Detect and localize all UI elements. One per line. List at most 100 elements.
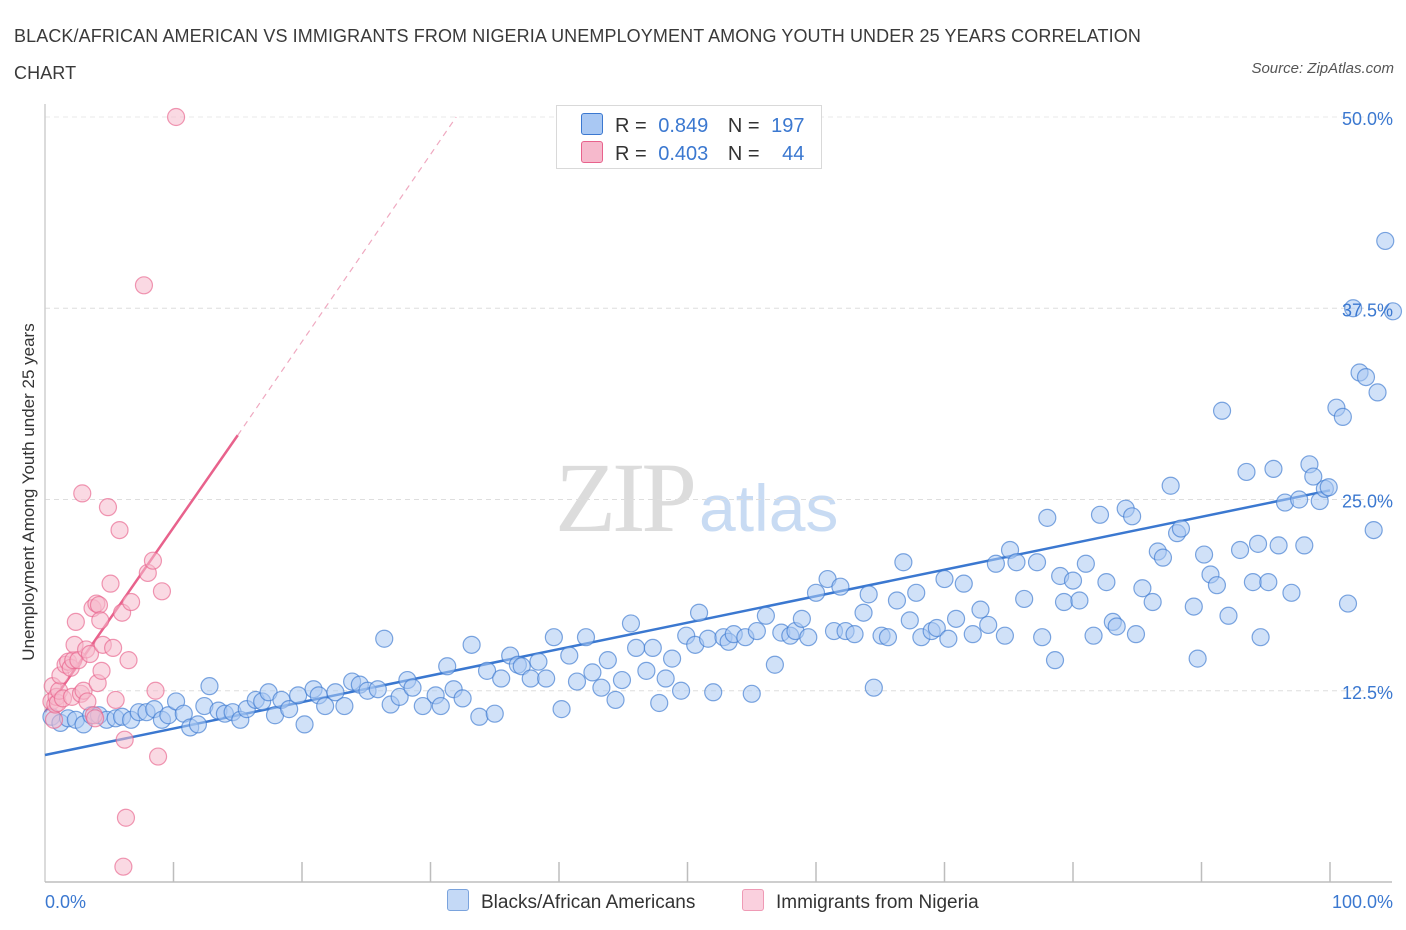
- point-blacks: [845, 625, 864, 644]
- point-blacks: [200, 677, 219, 696]
- point-blacks: [704, 683, 723, 702]
- point-blacks: [462, 635, 481, 654]
- point-blacks: [1282, 583, 1301, 602]
- axes: [44, 104, 1392, 883]
- point-blacks: [1054, 592, 1074, 612]
- point-blacks: [1243, 573, 1263, 592]
- point-nigeria: [66, 612, 85, 632]
- trend-extension-nigeria: [237, 116, 457, 436]
- point-blacks: [979, 615, 998, 635]
- point-blacks: [854, 603, 873, 622]
- point-blacks: [765, 655, 784, 674]
- point-blacks: [799, 628, 818, 647]
- point-nigeria: [114, 857, 133, 876]
- point-nigeria: [101, 574, 120, 593]
- point-blacks: [1161, 476, 1180, 495]
- legend-label-blacks: Blacks/African Americans: [481, 892, 696, 913]
- point-blacks: [1356, 368, 1376, 387]
- point-blacks: [1033, 628, 1052, 647]
- point-blacks: [403, 678, 422, 697]
- nigeria-swatch: [581, 141, 603, 163]
- trend-lines: [43, 116, 1331, 757]
- x-tick-label: 100.0%: [1332, 892, 1393, 912]
- point-blacks: [935, 569, 954, 589]
- point-blacks: [1368, 383, 1387, 402]
- point-blacks: [1133, 579, 1152, 598]
- point-blacks: [698, 629, 718, 648]
- point-blacks: [1153, 548, 1173, 567]
- point-blacks: [326, 683, 345, 702]
- point-blacks: [512, 657, 531, 676]
- point-blacks: [606, 690, 625, 710]
- point-blacks: [1045, 651, 1065, 670]
- point-nigeria: [116, 808, 136, 827]
- point-blacks: [1027, 553, 1047, 572]
- point-blacks: [1194, 545, 1214, 564]
- point-blacks: [1063, 571, 1083, 590]
- point-blacks: [280, 700, 299, 719]
- point-blacks: [485, 704, 504, 723]
- point-blacks: [521, 669, 540, 688]
- point-blacks: [295, 715, 314, 734]
- stats-legend-row-blacks: R = 0.849 N = 197: [581, 113, 805, 137]
- point-blacks: [1290, 490, 1309, 509]
- point-nigeria: [166, 107, 186, 127]
- point-nigeria: [80, 644, 100, 664]
- r-value-nigeria: 0.403: [658, 143, 709, 165]
- point-nigeria: [115, 730, 134, 749]
- point-nigeria: [44, 710, 64, 729]
- point-blacks: [971, 600, 990, 619]
- point-blacks: [1251, 628, 1270, 647]
- point-blacks: [1171, 519, 1191, 538]
- point-blacks: [689, 603, 709, 622]
- point-blacks: [954, 574, 973, 593]
- point-blacks: [939, 629, 958, 648]
- point-nigeria: [119, 651, 138, 670]
- point-nigeria: [89, 595, 109, 615]
- point-blacks: [859, 585, 878, 604]
- point-blacks: [1319, 478, 1338, 497]
- point-blacks: [592, 678, 611, 697]
- point-blacks: [552, 700, 571, 719]
- point-blacks: [1269, 536, 1288, 555]
- point-blacks: [671, 681, 691, 700]
- point-blacks: [900, 611, 919, 630]
- n-label: N =: [727, 143, 760, 165]
- point-nigeria: [73, 484, 92, 503]
- point-blacks: [1338, 594, 1358, 613]
- point-nigeria: [104, 638, 123, 658]
- legend-swatch-blacks: [447, 889, 469, 911]
- y-tick-label: 50.0%: [1342, 109, 1393, 129]
- point-blacks: [477, 661, 497, 680]
- watermark: ZIPatlas: [555, 440, 838, 555]
- point-blacks: [413, 696, 432, 716]
- n-value-blacks: 197: [771, 115, 805, 137]
- point-blacks: [1184, 597, 1203, 616]
- point-blacks: [1070, 591, 1089, 610]
- point-blacks: [598, 651, 617, 670]
- point-blacks: [612, 670, 632, 690]
- watermark-zip: ZIP: [555, 442, 697, 553]
- point-blacks: [1248, 534, 1268, 553]
- point-blacks: [742, 684, 761, 703]
- tick-labels: 12.5% 25.0% 37.5% 50.0% 0.0% 100.0%: [45, 109, 1393, 912]
- point-nigeria: [146, 681, 165, 700]
- point-blacks: [1264, 459, 1283, 478]
- point-nigeria: [121, 592, 141, 612]
- point-blacks: [1084, 626, 1103, 645]
- point-blacks: [643, 638, 662, 658]
- x-tick-label: 0.0%: [45, 892, 86, 912]
- point-blacks: [1212, 401, 1232, 420]
- legend-item-blacks: Blacks/African Americans: [447, 889, 695, 914]
- point-blacks: [621, 614, 641, 633]
- point-blacks: [878, 628, 898, 647]
- point-nigeria: [143, 551, 163, 570]
- point-blacks: [1207, 576, 1227, 595]
- point-nigeria: [106, 690, 125, 710]
- point-blacks: [431, 696, 450, 716]
- point-nigeria: [152, 582, 172, 601]
- point-blacks: [188, 715, 208, 734]
- point-blacks: [756, 606, 775, 625]
- point-blacks: [1015, 589, 1034, 609]
- point-blacks: [864, 678, 883, 697]
